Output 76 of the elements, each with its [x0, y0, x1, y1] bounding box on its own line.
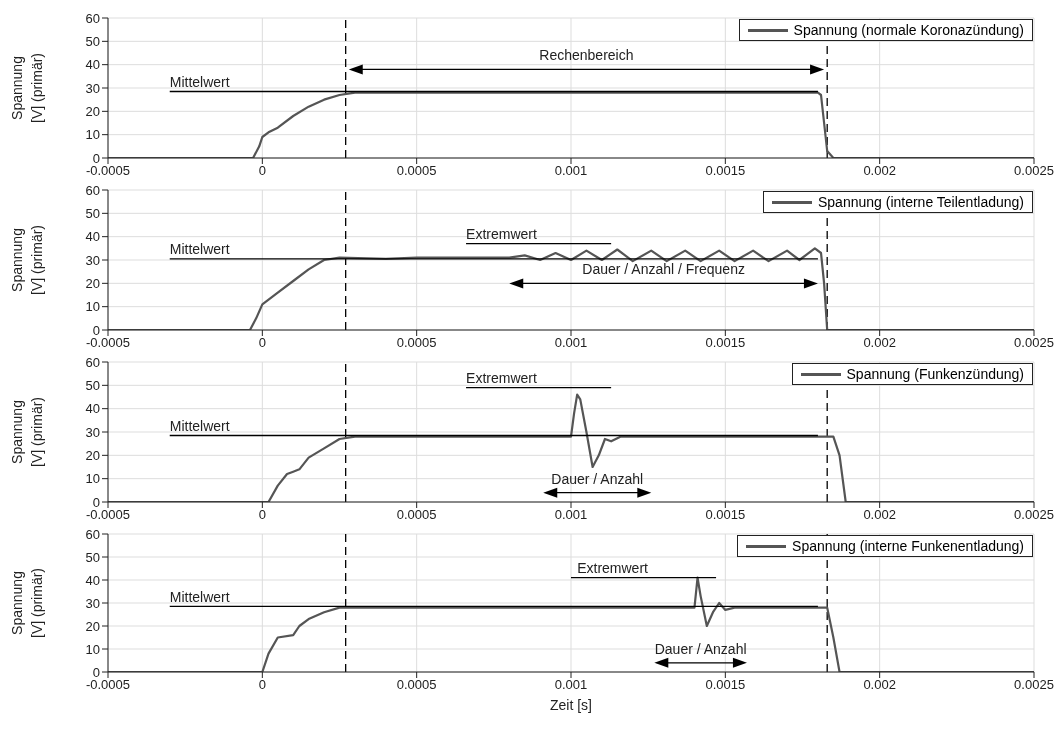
annotation: Extremwert — [466, 226, 537, 242]
x-tick-label: -0.0005 — [85, 163, 131, 179]
y-tick-label: 30 — [85, 80, 100, 96]
legend-label: Spannung (Funkenzündung) — [846, 366, 1024, 382]
x-tick-label: 0.0025 — [1014, 677, 1054, 693]
y-tick-label: 10 — [85, 127, 100, 143]
y-tick-label: 30 — [85, 252, 100, 268]
y-axis-title: Spannung [V] (primär) — [9, 225, 45, 295]
y-tick-label: 40 — [85, 572, 100, 588]
x-tick-label: 0.0015 — [705, 507, 746, 523]
y-tick-label: 50 — [85, 205, 100, 221]
x-tick-label: -0.0005 — [85, 335, 131, 351]
annotation: Extremwert — [577, 560, 649, 577]
annotation: Dauer / Anzahl — [654, 640, 747, 657]
annotation: Rechenbereich — [539, 47, 634, 64]
x-tick-label: 0.0005 — [396, 507, 437, 523]
x-tick-label: 0.0005 — [396, 335, 437, 351]
x-tick-label: 0.001 — [554, 677, 588, 693]
x-tick-label: -0.0005 — [85, 677, 131, 693]
x-tick-label: 0.002 — [863, 163, 896, 179]
x-tick-label: 0 — [258, 335, 266, 351]
annotation: Mittelwert — [169, 241, 230, 258]
y-tick-label: 20 — [85, 618, 100, 634]
x-tick-label: 0.002 — [863, 335, 896, 351]
x-tick-label: 0.0025 — [1014, 335, 1054, 351]
legend-label: Spannung (normale Koronazündung) — [793, 22, 1024, 38]
legend-label: Spannung (interne Funkenentladung) — [792, 538, 1024, 554]
y-tick-label: 20 — [85, 275, 100, 291]
y-tick-label: 20 — [85, 447, 100, 463]
x-tick-label: 0.001 — [554, 335, 588, 351]
annotation: Mittelwert — [169, 417, 230, 434]
x-tick-label: -0.0005 — [85, 507, 131, 523]
y-tick-label: 10 — [85, 471, 100, 487]
y-tick-label: 40 — [85, 401, 100, 417]
y-tick-label: 0 — [92, 150, 100, 166]
x-tick-label: 0 — [258, 507, 266, 523]
y-tick-label: 30 — [85, 595, 100, 611]
x-tick-label: 0.0025 — [1014, 163, 1054, 179]
x-tick-label: 0.0005 — [396, 677, 437, 693]
y-tick-label: 60 — [85, 354, 100, 370]
y-tick-label: 60 — [85, 10, 100, 26]
y-tick-label: 10 — [85, 641, 100, 657]
y-tick-label: 50 — [85, 549, 100, 565]
legend-label: Spannung (interne Teilentladung) — [817, 194, 1024, 210]
x-tick-label: 0.001 — [554, 163, 588, 179]
x-axis-title: Zeit [s] — [549, 697, 593, 713]
x-tick-label: 0.001 — [554, 507, 588, 523]
annotation: Dauer / Anzahl — [551, 470, 644, 487]
y-tick-label: 0 — [92, 494, 100, 510]
x-tick-label: 0.0015 — [705, 335, 746, 351]
x-tick-label: 0 — [258, 163, 266, 179]
x-tick-label: 0.0015 — [705, 677, 746, 693]
y-tick-label: 50 — [85, 377, 100, 393]
y-tick-label: 10 — [85, 299, 100, 315]
y-tick-label: 40 — [85, 57, 100, 73]
annotation: Mittelwert — [169, 73, 230, 90]
y-tick-label: 30 — [85, 424, 100, 440]
y-axis-title: Spannung [V] (primär) — [9, 53, 45, 123]
annotation: Extremwert — [466, 370, 537, 386]
x-tick-label: 0.002 — [863, 507, 896, 523]
y-tick-label: 60 — [85, 182, 100, 198]
x-tick-label: 0.0015 — [705, 163, 746, 179]
annotation: Mittelwert — [169, 588, 230, 605]
x-tick-label: 0.0005 — [396, 163, 437, 179]
x-tick-label: 0.0025 — [1014, 507, 1054, 523]
y-tick-label: 20 — [85, 103, 100, 119]
y-tick-label: 0 — [92, 664, 100, 680]
y-axis-title: Spannung [V] (primär) — [9, 397, 45, 467]
annotation: Dauer / Anzahl / Frequenz — [582, 261, 745, 278]
y-tick-label: 40 — [85, 229, 100, 245]
y-tick-label: 0 — [92, 322, 100, 338]
y-tick-label: 50 — [85, 33, 100, 49]
y-tick-label: 60 — [85, 526, 100, 542]
x-tick-label: 0 — [258, 677, 266, 693]
y-axis-title: Spannung [V] (primär) — [9, 568, 45, 638]
x-tick-label: 0.002 — [863, 677, 896, 693]
